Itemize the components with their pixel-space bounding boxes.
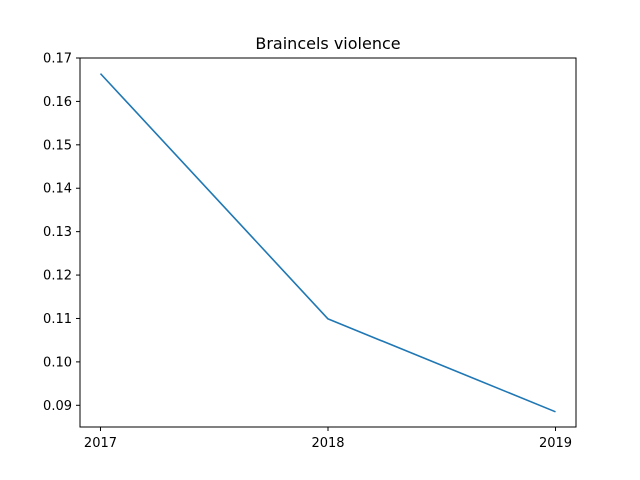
x-tick-label: 2019: [539, 436, 572, 451]
y-tick-label: 0.16: [43, 95, 72, 110]
y-tick-label: 0.17: [43, 52, 72, 67]
x-tick-label: 2018: [311, 436, 344, 451]
x-tick-label: 2017: [84, 436, 117, 451]
plot-frame: [79, 57, 577, 428]
y-tick-label: 0.15: [43, 138, 72, 153]
y-tick-label: 0.09: [43, 399, 72, 414]
y-tick-label: 0.11: [43, 312, 72, 327]
chart-title: Braincels violence: [255, 34, 400, 53]
y-tick-label: 0.14: [43, 182, 72, 197]
y-tick-label: 0.10: [43, 355, 72, 370]
plot-area: 0.09 0.10 0.11 0.12 0.13 0.14 0.15 0.16 0.17 2017…: [43, 52, 577, 451]
series-line: [99, 73, 556, 413]
y-tick-label: 0.12: [43, 269, 72, 284]
y-tick-label: 0.13: [43, 225, 72, 240]
